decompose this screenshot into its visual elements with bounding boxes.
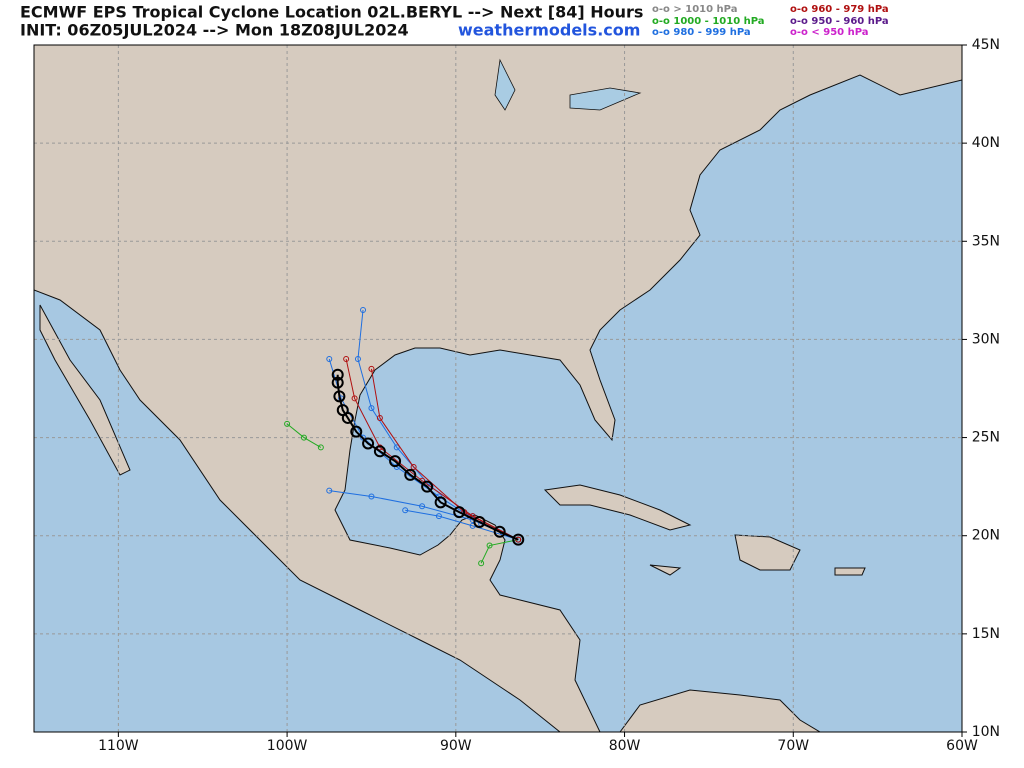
baja-california (39, 304, 131, 476)
watermark: weathermodels.com (458, 21, 640, 40)
y-tick-label: 10N (972, 724, 1000, 740)
y-tick-label: 45N (972, 37, 1000, 53)
mean-track-point (333, 390, 346, 403)
y-tick-label: 35N (972, 233, 1000, 249)
member-track-point (376, 414, 383, 421)
map-frame (33, 44, 963, 733)
member-track-point (317, 444, 324, 451)
member-track-point (368, 405, 375, 412)
legend-entry: o-o 960 - 979 hPa (790, 4, 889, 15)
member-track-point (402, 507, 409, 514)
title: ECMWF EPS Tropical Cyclone Location 02L.… (20, 3, 643, 22)
cuba (543, 484, 692, 531)
x-tick-label: 70W (777, 738, 809, 754)
member-track-point (343, 356, 350, 363)
puerto-rico (834, 567, 866, 576)
south-america (619, 689, 821, 732)
member-track (328, 358, 519, 541)
great-lakes (494, 58, 516, 111)
hispaniola (734, 534, 801, 571)
y-tick-label: 30N (972, 331, 1000, 347)
map-area (34, 45, 962, 732)
x-tick-label: 90W (440, 738, 472, 754)
member-track-point (354, 356, 361, 363)
jamaica (649, 564, 682, 576)
mean-track-point (404, 468, 417, 481)
member-track-point (300, 434, 307, 441)
member-track-point (351, 395, 358, 402)
mean-track-point (336, 404, 349, 417)
member-track-point (326, 487, 333, 494)
mean-track-point (473, 515, 486, 528)
y-tick-label: 20N (972, 528, 1000, 544)
mean-track-point (453, 506, 466, 519)
legend-entry: o-o 980 - 999 hPa (652, 27, 751, 38)
mean-track-point (331, 368, 344, 381)
member-track-point (486, 542, 493, 549)
x-tick-label: 100W (267, 738, 308, 754)
mean-track-point (389, 455, 402, 468)
member-track-point (410, 464, 417, 471)
member-track-point (360, 434, 367, 441)
mean-track-point (362, 437, 375, 450)
mean-track-point (373, 445, 386, 458)
subtitle: INIT: 06Z05JUL2024 --> Mon 18Z08JUL2024 (20, 21, 409, 40)
member-track-point (284, 420, 291, 427)
north-america (34, 45, 962, 732)
legend-entry: o-o > 1010 hPa (652, 4, 737, 15)
legend-entry: o-o 1000 - 1010 hPa (652, 16, 765, 27)
legend-entry: o-o 950 - 960 hPa (790, 16, 889, 27)
mean-track (336, 374, 519, 541)
mean-track-point (512, 533, 525, 546)
mean-track-point (350, 425, 363, 438)
x-tick-label: 110W (98, 738, 139, 754)
member-track-point (419, 503, 426, 510)
great-lakes (569, 87, 642, 111)
mean-track-point (421, 480, 434, 493)
y-tick-label: 40N (972, 135, 1000, 151)
member-track-point (393, 444, 400, 451)
member-track-point (326, 356, 333, 363)
ticks: 110W 100W 90W 80W 70W 60W 45N 40N 35N 30N 25N 20N 15… (98, 37, 1000, 754)
y-tick-label: 25N (972, 430, 1000, 446)
member-track-point (368, 365, 375, 372)
member-track-point (478, 560, 485, 567)
y-tick-label: 15N (972, 626, 1000, 642)
member-track-point (435, 513, 442, 520)
legend-entry: o-o < 950 hPa (790, 27, 869, 38)
mean-track-point (331, 376, 344, 389)
member-track (370, 368, 519, 541)
mean-track-point (493, 525, 506, 538)
member-track-point (368, 493, 375, 500)
tracks (284, 306, 525, 567)
mean-track-point (434, 496, 447, 509)
member-track (480, 539, 519, 564)
x-tick-label: 80W (609, 738, 641, 754)
member-track-point (360, 306, 367, 313)
member-track (286, 423, 322, 448)
x-tick-label: 60W (946, 738, 978, 754)
